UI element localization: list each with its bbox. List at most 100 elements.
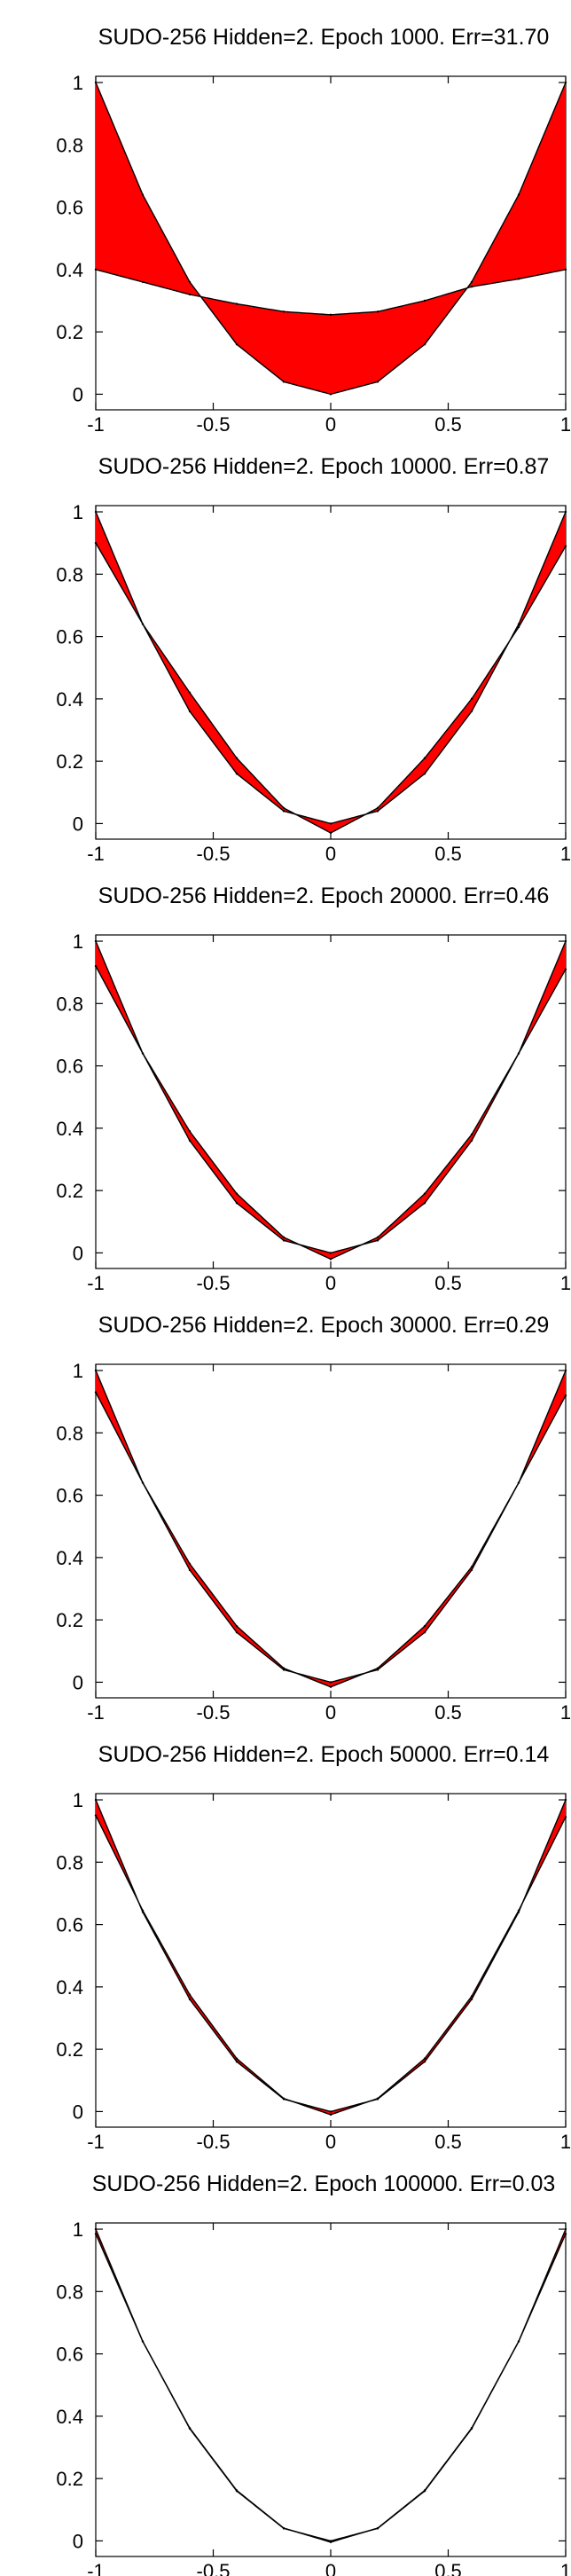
target-point [94, 1369, 98, 1372]
plot-frame [95, 1793, 567, 2128]
y-tick-label: 0.8 [56, 993, 83, 1015]
network-output-point [329, 2541, 332, 2544]
chart-panel: SUDO-256 Hidden=2. Epoch 1000. Err=31.70… [0, 0, 571, 436]
y-tick-label: 0.4 [56, 1976, 83, 1999]
y-tick-label: 0.2 [56, 1180, 83, 1202]
target-curve [95, 1370, 567, 1684]
network-output-point [282, 310, 286, 313]
chart-svg: SUDO-256 Hidden=2. Epoch 10000. Err=0.87… [56, 454, 571, 865]
network-output-point [94, 964, 98, 968]
chart-title: SUDO-256 Hidden=2. Epoch 20000. Err=0.46 [98, 884, 550, 908]
network-output-point [235, 757, 239, 759]
x-tick-label: -1 [87, 843, 105, 865]
y-tick-label: 0.4 [56, 1118, 83, 1140]
network-output-point [517, 1909, 520, 1912]
network-output-point [94, 268, 98, 271]
target-curve [95, 1799, 567, 2113]
network-output-point [188, 293, 192, 296]
network-output-point [470, 697, 473, 701]
x-tick-label: 0 [325, 1272, 336, 1294]
chart-title: SUDO-256 Hidden=2. Epoch 30000. Err=0.29 [98, 1313, 550, 1338]
network-output-point [282, 1667, 286, 1669]
x-tick-label: 0.5 [434, 843, 462, 865]
target-point [423, 773, 426, 775]
y-tick-label: 1 [73, 2219, 83, 2241]
x-tick-label: -1 [87, 2560, 105, 2576]
y-tick-label: 0.2 [56, 1609, 83, 1631]
y-tick-label: 0.6 [56, 1056, 83, 1078]
target-point [376, 810, 379, 813]
x-tick-label: 0.5 [434, 413, 462, 436]
y-tick-label: 0 [73, 383, 83, 405]
chart-title: SUDO-256 Hidden=2. Epoch 50000. Err=0.14 [98, 1742, 550, 1767]
network-output-point [141, 1481, 145, 1484]
x-tick-label: -1 [87, 413, 105, 436]
x-tick-label: -0.5 [197, 1272, 231, 1294]
network-output-point [564, 1394, 567, 1397]
network-output-point [517, 1052, 520, 1055]
y-tick-label: 0.6 [56, 1914, 83, 1936]
network-output-point [470, 285, 473, 288]
y-tick-label: 0.2 [56, 2468, 83, 2490]
network-output-point [517, 278, 520, 280]
network-output-curve [95, 1392, 567, 1688]
x-tick-label: 1 [560, 1701, 571, 1724]
error-fill-area [96, 82, 566, 395]
target-point [282, 810, 286, 813]
target-point [517, 193, 520, 196]
error-fill-area [96, 941, 566, 1260]
network-output-point [282, 806, 286, 810]
y-tick-label: 0 [73, 2101, 83, 2123]
y-tick-label: 1 [73, 1360, 83, 1382]
y-tick-label: 0.8 [56, 2281, 83, 2303]
network-output-point [329, 313, 332, 317]
target-point [188, 1568, 192, 1572]
y-tick-label: 0.4 [56, 2406, 83, 2428]
network-output-point [423, 2057, 426, 2060]
target-point [282, 1669, 286, 1671]
error-fill-area [96, 1370, 566, 1687]
network-output-point [329, 1685, 332, 1688]
target-point [235, 773, 239, 775]
target-point [329, 393, 332, 396]
network-output-point [470, 1566, 473, 1568]
target-point [564, 510, 567, 514]
network-output-point [470, 1133, 473, 1136]
y-tick-label: 0.4 [56, 688, 83, 711]
y-tick-label: 0.6 [56, 626, 83, 648]
target-point [235, 1202, 239, 1205]
target-point [517, 623, 520, 625]
plot-frame [95, 2222, 567, 2557]
network-output-curve [95, 2234, 567, 2543]
x-tick-label: 1 [560, 2131, 571, 2153]
network-output-point [376, 2526, 379, 2530]
target-point [564, 81, 567, 84]
target-point [282, 1239, 286, 1242]
network-output-point [188, 1562, 192, 1566]
x-tick-label: -1 [87, 1701, 105, 1724]
network-output-point [470, 2427, 473, 2430]
x-tick-label: 0.5 [434, 2560, 462, 2576]
chart-svg: SUDO-256 Hidden=2. Epoch 100000. Err=0.0… [56, 2172, 571, 2576]
network-output-point [329, 831, 332, 835]
y-tick-label: 1 [73, 931, 83, 953]
target-point [376, 1669, 379, 1671]
target-point [188, 1139, 192, 1143]
target-point [517, 1911, 520, 1913]
y-tick-label: 0.8 [56, 1851, 83, 1873]
x-tick-label: 1 [560, 2560, 571, 2576]
plot-frame [95, 934, 567, 1269]
target-point [94, 1798, 98, 1802]
y-tick-label: 0.4 [56, 259, 83, 281]
y-tick-label: 0.6 [56, 2344, 83, 2366]
chart-svg: SUDO-256 Hidden=2. Epoch 1000. Err=31.70… [56, 25, 571, 436]
x-tick-label: 0 [325, 1701, 336, 1724]
x-tick-label: 0 [325, 2560, 336, 2576]
y-tick-label: 0.6 [56, 1485, 83, 1507]
x-tick-label: 1 [560, 843, 571, 865]
x-tick-label: 0 [325, 2131, 336, 2153]
target-point [423, 1202, 426, 1205]
y-tick-label: 0 [73, 813, 83, 835]
network-output-point [423, 1192, 426, 1195]
target-point [188, 1998, 192, 2001]
